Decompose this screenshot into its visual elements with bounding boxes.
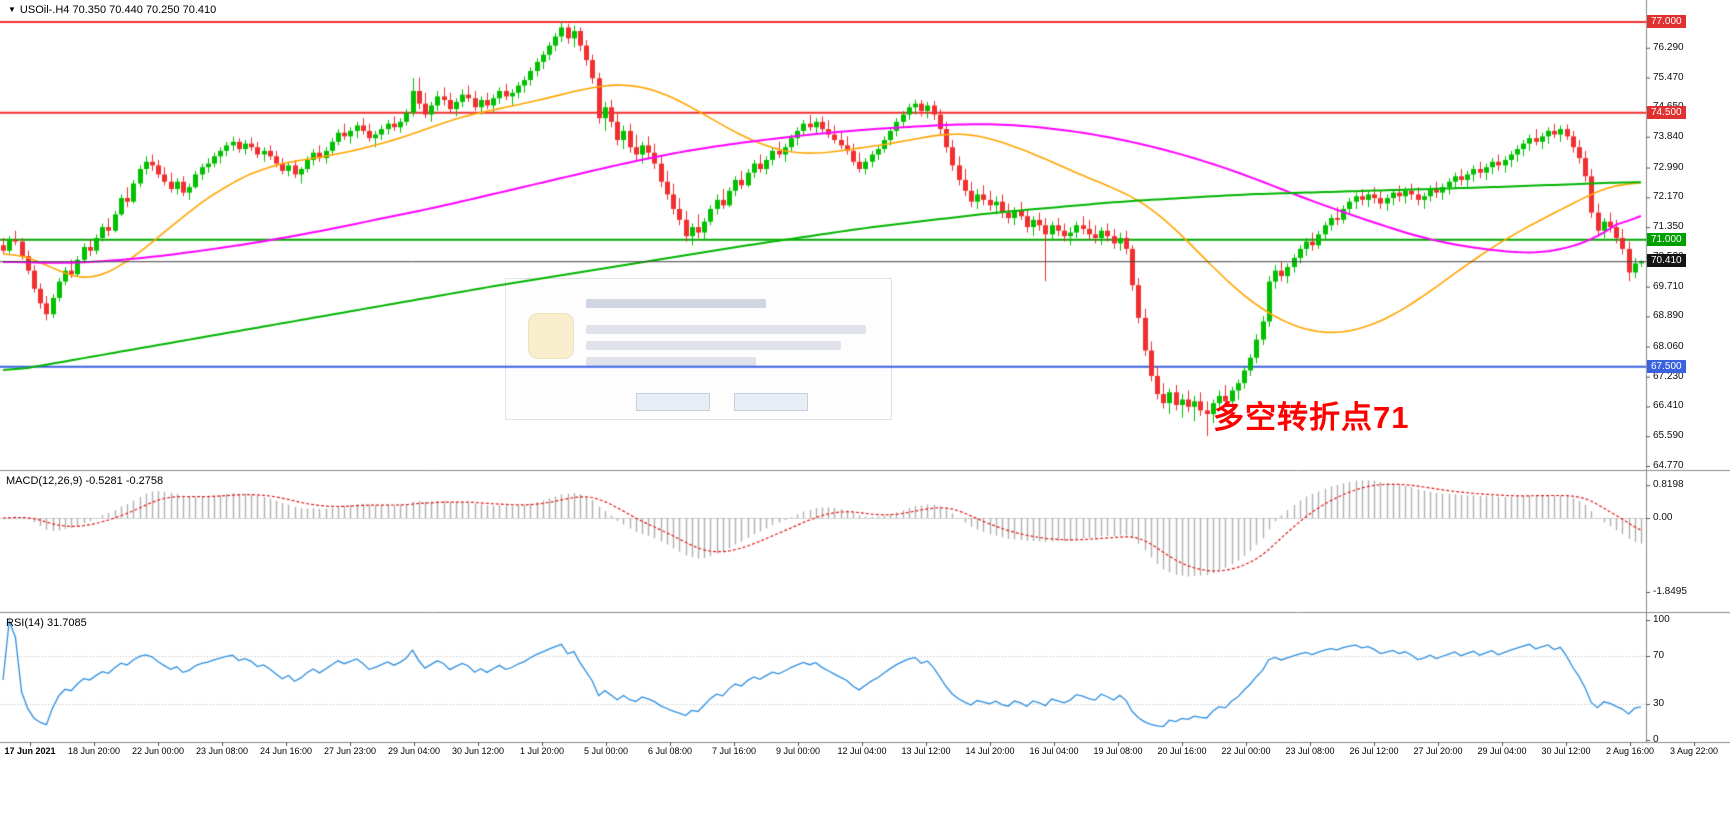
- time-tick-label: 5 Jul 00:00: [583, 746, 629, 756]
- time-tick-label: 9 Jul 00:00: [775, 746, 821, 756]
- annotation-text: 多空转折点71: [1213, 400, 1410, 435]
- price-tick-label: 64.770: [1653, 459, 1684, 471]
- time-axis[interactable]: 17 Jun 2021 18 Jun 20:00 22 Jun 00:00 23 Ju…: [0, 742, 1730, 766]
- price-level-badge: 67.500: [1647, 359, 1686, 373]
- time-tick-label: 23 Jun 08:00: [195, 746, 249, 756]
- symbol-dropdown-icon: ▼: [8, 5, 16, 14]
- macd-tick-label: -1.8495: [1653, 585, 1687, 597]
- price-level-badge: 70.410: [1647, 254, 1686, 268]
- time-tick-label: 30 Jul 12:00: [1541, 746, 1591, 756]
- price-tick-label: 67.230: [1653, 370, 1684, 382]
- price-level-badge: 77.000: [1647, 15, 1686, 28]
- price-tick-label: 73.840: [1653, 130, 1684, 142]
- time-tick-label: 26 Jul 12:00: [1349, 746, 1399, 756]
- time-tick-label: 1 Jul 20:00: [519, 746, 565, 756]
- price-tick-label: 65.590: [1653, 430, 1684, 442]
- time-tick-label: 29 Jun 04:00: [387, 746, 441, 756]
- price-tick-label: 72.990: [1653, 161, 1684, 173]
- time-tick-label: 13 Jul 12:00: [901, 746, 951, 756]
- price-tick-label: 68.890: [1653, 310, 1684, 322]
- time-tick-label: 23 Jul 08:00: [1285, 746, 1335, 756]
- time-tick-label: 24 Jun 16:00: [259, 746, 313, 756]
- macd-tick-label: 0.8198: [1653, 479, 1684, 491]
- price-tick-label: 69.710: [1653, 280, 1684, 292]
- price-tick-label: 75.470: [1653, 71, 1684, 83]
- time-tick-label: 29 Jul 04:00: [1477, 746, 1527, 756]
- rsi-tick-label: 100: [1653, 614, 1670, 625]
- symbol-title-text: USOil-.H4 70.350 70.440 70.250 70.410: [19, 4, 217, 16]
- time-tick-label: 22 Jul 00:00: [1221, 746, 1271, 756]
- rsi-indicator-label: RSI(14) 31.7085: [6, 617, 87, 629]
- symbol-title: ▼ USOil-.H4 70.350 70.440 70.250 70.410: [8, 4, 216, 16]
- price-level-badge: 71.000: [1647, 232, 1686, 246]
- time-tick-label: 12 Jul 04:00: [837, 746, 887, 756]
- time-tick-label: 19 Jul 08:00: [1093, 746, 1143, 756]
- price-tick-label: 71.350: [1653, 221, 1684, 233]
- time-tick-label: 17 Jun 2021: [4, 746, 56, 756]
- rsi-tick-label: 0: [1653, 734, 1659, 745]
- time-tick-label: 18 Jun 20:00: [67, 746, 121, 756]
- price-tick-label: 72.170: [1653, 191, 1684, 203]
- rsi-tick-label: 70: [1653, 650, 1665, 661]
- price-tick-label: 66.410: [1653, 400, 1684, 412]
- time-tick-label: 6 Jul 08:00: [647, 746, 693, 756]
- rsi-axis[interactable]: 100 70 30 0: [1646, 612, 1730, 745]
- time-tick-label: 2 Aug 16:00: [1605, 746, 1655, 756]
- price-tick-label: 76.290: [1653, 41, 1684, 53]
- price-axis[interactable]: 76.29075.47074.65073.84072.99072.17071.3…: [1646, 0, 1730, 471]
- time-tick-label: 16 Jul 04:00: [1029, 746, 1079, 756]
- time-tick-label: 14 Jul 20:00: [965, 746, 1015, 756]
- price-tick-label: 68.060: [1653, 340, 1684, 352]
- rsi-tick-label: 30: [1653, 698, 1665, 709]
- time-tick-label: 3 Aug 22:00: [1669, 746, 1719, 756]
- price-level-badge: 74.500: [1647, 105, 1686, 119]
- time-tick-label: 7 Jul 16:00: [711, 746, 757, 756]
- macd-tick-label: 0.00: [1653, 512, 1673, 523]
- macd-axis[interactable]: 0.8198 0.00 -1.8495: [1646, 470, 1730, 612]
- time-tick-label: 27 Jul 20:00: [1413, 746, 1463, 756]
- time-tick-label: 30 Jun 12:00: [451, 746, 505, 756]
- time-tick-label: 27 Jun 23:00: [323, 746, 377, 756]
- time-tick-label: 22 Jun 00:00: [131, 746, 185, 756]
- time-tick-label: 20 Jul 16:00: [1157, 746, 1207, 756]
- macd-indicator-label: MACD(12,26,9) -0.5281 -0.2758: [6, 475, 164, 487]
